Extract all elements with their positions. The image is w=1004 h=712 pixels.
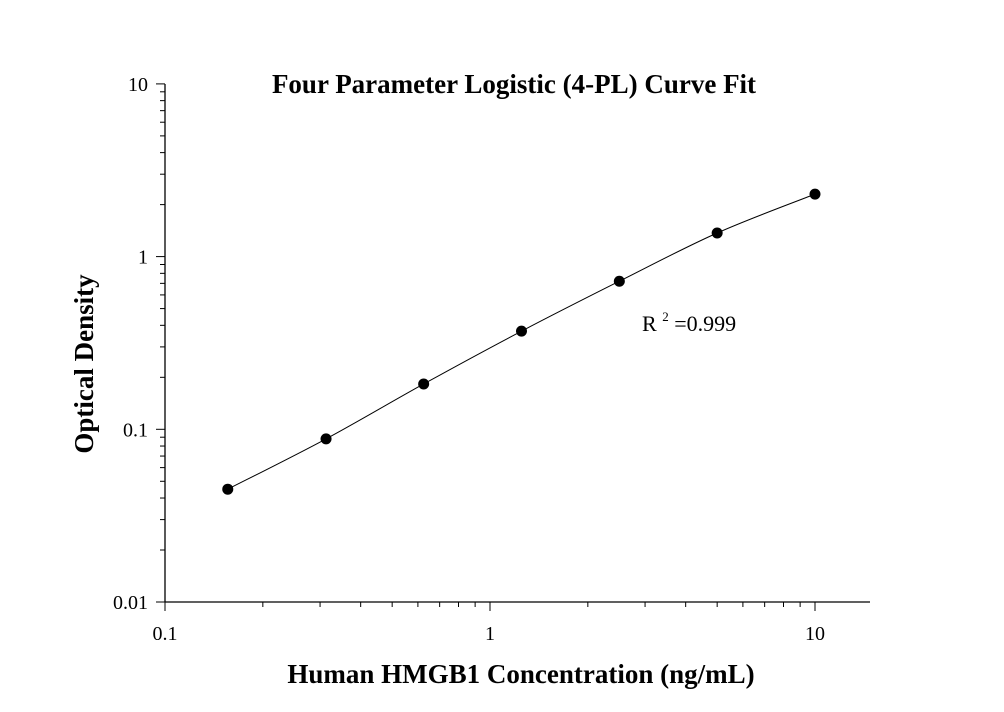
y-tick-label: 0.01 bbox=[113, 592, 148, 614]
r-squared-value: =0.999 bbox=[674, 311, 736, 336]
x-axis-label: Human HMGB1 Concentration (ng/mL) bbox=[287, 659, 754, 689]
y-tick-labels: 0.01 0.1 1 10 bbox=[113, 74, 148, 614]
data-point bbox=[711, 227, 723, 239]
y-tick-label: 10 bbox=[128, 74, 148, 96]
data-point bbox=[613, 275, 625, 287]
r-squared-annotation: R 2 =0.999 bbox=[642, 301, 736, 336]
data-point bbox=[418, 378, 430, 390]
data-point bbox=[809, 188, 821, 200]
y-axis-label: Optical Density bbox=[69, 274, 99, 454]
fit-curve-line bbox=[227, 193, 816, 490]
x-tick-labels: 0.1 1 10 bbox=[153, 623, 826, 645]
r-squared-superscript: 2 bbox=[662, 309, 669, 324]
chart-title: Four Parameter Logistic (4-PL) Curve Fit bbox=[272, 69, 756, 99]
y-tick-label: 0.1 bbox=[123, 419, 148, 441]
data-point bbox=[320, 433, 332, 445]
x-tick-label: 0.1 bbox=[153, 623, 178, 645]
data-points bbox=[222, 188, 821, 495]
data-point bbox=[222, 483, 234, 495]
x-tick-label: 1 bbox=[485, 623, 495, 645]
y-tick-label: 1 bbox=[138, 247, 148, 269]
axes bbox=[164, 84, 870, 603]
r-squared-base: R bbox=[642, 311, 657, 336]
y-ticks bbox=[156, 83, 165, 603]
x-ticks bbox=[164, 602, 816, 611]
data-point bbox=[515, 325, 527, 337]
x-tick-label: 10 bbox=[805, 623, 825, 645]
